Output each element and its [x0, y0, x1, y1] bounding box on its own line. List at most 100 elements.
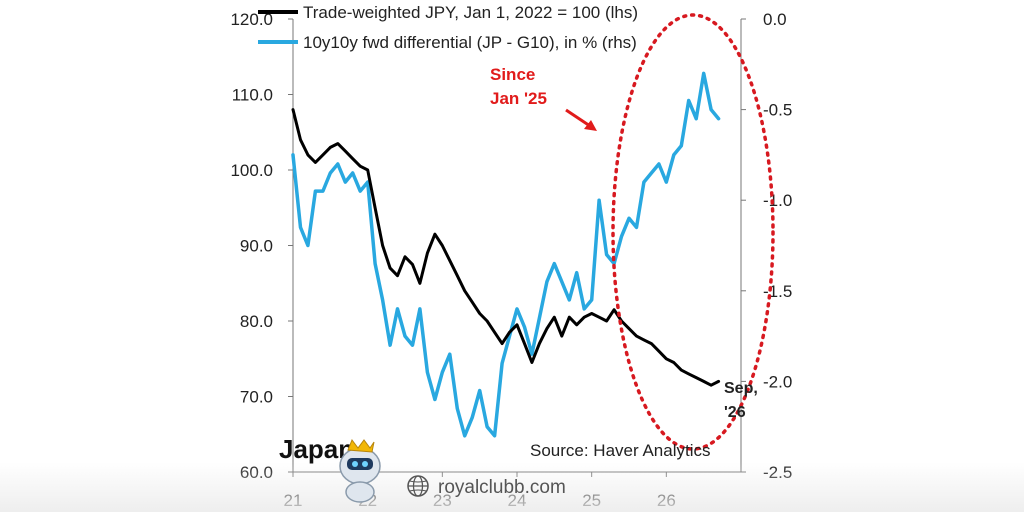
fwd-diff-point	[695, 117, 698, 120]
jpy-point	[433, 232, 437, 236]
fwd-diff-point	[351, 171, 354, 175]
jpy-point	[515, 323, 519, 326]
jpy-point	[597, 316, 601, 319]
fwd-diff-point	[642, 180, 646, 184]
jpy-point	[605, 319, 608, 323]
end-date-label: '26	[724, 404, 746, 421]
jpy-point	[411, 263, 414, 266]
jpy-point	[717, 380, 720, 383]
fwd-diff-point	[515, 307, 519, 311]
y-left-tick-label: 80.0	[240, 312, 273, 331]
fwd-diff-point	[538, 316, 541, 320]
fwd-diff-point	[381, 298, 384, 302]
jpy-point	[396, 274, 399, 277]
y-left-tick-label: 70.0	[240, 388, 273, 407]
y-left-tick-label: 90.0	[240, 237, 273, 256]
y-left-tick-label: 110.0	[232, 86, 273, 105]
jpy-point	[456, 274, 459, 277]
watermark-text[interactable]: royalclubb.com	[438, 477, 566, 498]
jpy-point	[627, 327, 631, 330]
fwd-diff-point	[650, 171, 653, 175]
jpy-point	[680, 368, 683, 372]
jpy-point	[493, 331, 496, 334]
fwd-diff-point	[366, 180, 369, 184]
y-right-tick-label: 0.0	[763, 10, 787, 29]
fwd-diff-point	[433, 398, 437, 401]
jpy-point	[373, 206, 377, 209]
fwd-diff-point	[359, 189, 362, 193]
legend-label-fwd-differential: 10y10y fwd differential (JP - G10), in %…	[303, 33, 637, 52]
jpy-point	[426, 251, 429, 255]
series-line-jpy	[291, 108, 721, 387]
jpy-point	[448, 259, 451, 262]
jpy-point	[523, 342, 526, 345]
fwd-diff-point	[471, 416, 474, 419]
fwd-diff-point	[373, 262, 377, 265]
fwd-diff-point	[605, 253, 608, 256]
fwd-diff-point	[485, 425, 489, 428]
fwd-diff-point	[620, 235, 623, 238]
fwd-diff-point	[403, 334, 407, 338]
jpy-point	[553, 316, 556, 319]
jpy-point	[299, 138, 302, 141]
jpy-point	[650, 342, 653, 345]
fwd-diff-point	[418, 307, 422, 311]
jpy-point	[702, 380, 705, 383]
jpy-point	[568, 316, 571, 319]
jpy-point	[575, 323, 578, 326]
jpy-point	[478, 312, 481, 315]
annotation-arrow	[565, 108, 591, 128]
jpy-point	[672, 361, 675, 364]
jpy-point	[560, 334, 563, 338]
jpy-point	[687, 372, 690, 376]
jpy-point	[403, 255, 407, 259]
fwd-diff-point	[665, 180, 668, 184]
jpy-point	[530, 361, 534, 364]
fwd-diff-point	[530, 353, 534, 356]
jpy-point	[471, 300, 474, 304]
fwd-diff-point	[687, 99, 690, 102]
jpy-point	[388, 266, 392, 270]
jpy-point	[366, 168, 369, 172]
annotation-arrowhead	[584, 120, 597, 131]
jpy-point	[665, 357, 668, 360]
legend: Trade-weighted JPY, Jan 1, 2022 = 100 (l…	[258, 3, 638, 52]
jpy-point	[538, 342, 541, 345]
jpy-point	[612, 308, 616, 311]
fwd-diff-point	[672, 153, 675, 157]
fwd-diff-point	[306, 244, 310, 247]
jpy-point	[635, 334, 638, 338]
fwd-diff-point	[500, 362, 504, 365]
fwd-diff-point	[396, 307, 399, 311]
fwd-diff-point	[448, 353, 451, 356]
fwd-diff-point	[568, 298, 571, 302]
jpy-point	[441, 244, 444, 247]
annotation-text: Since	[490, 65, 535, 84]
fwd-diff-point	[344, 180, 347, 184]
fwd-diff-point	[329, 171, 332, 175]
fwd-diff-point	[291, 153, 295, 157]
fwd-diff-point	[441, 371, 444, 374]
fwd-diff-point	[709, 108, 713, 111]
jpy-point	[485, 319, 489, 323]
jpy-point	[463, 289, 466, 292]
fwd-diff-point	[456, 407, 459, 410]
fwd-diff-point	[702, 72, 705, 75]
fwd-diff-point	[523, 325, 526, 329]
fwd-diff-point	[575, 271, 578, 274]
jpy-point	[583, 316, 586, 319]
fwd-diff-point	[314, 189, 317, 193]
fwd-diff-point	[590, 298, 593, 302]
fwd-diff-point	[553, 262, 556, 265]
y-left-tick-label: 100.0	[230, 161, 273, 180]
y-left-tick-label: 120.0	[230, 10, 273, 29]
jpy-point	[545, 327, 549, 330]
fwd-diff-point	[627, 217, 631, 220]
fwd-diff-point	[299, 226, 302, 229]
fwd-diff-point	[583, 307, 586, 311]
jpy-point	[381, 244, 384, 247]
series-layer	[291, 71, 721, 438]
jpy-point	[590, 312, 593, 315]
fwd-diff-point	[463, 434, 466, 437]
